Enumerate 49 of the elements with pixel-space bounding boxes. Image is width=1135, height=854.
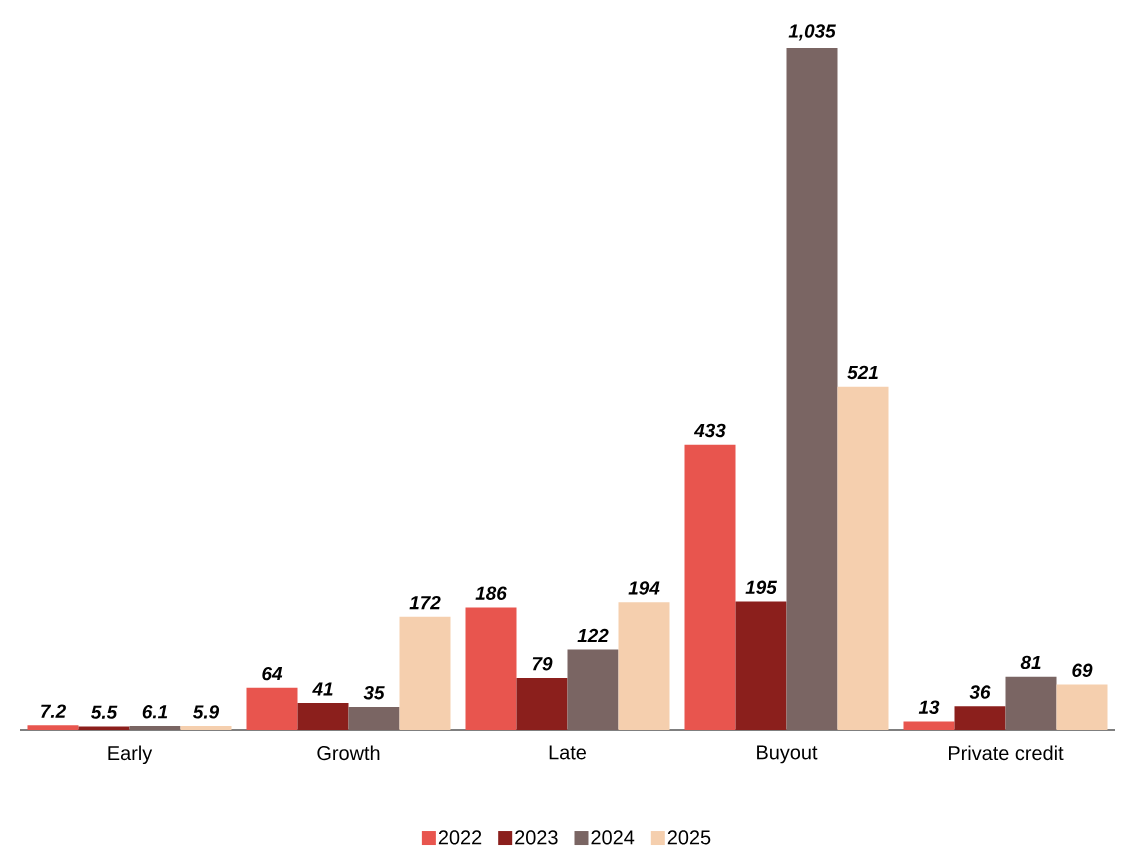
legend-label: 2025 — [667, 830, 711, 845]
x-tick-label: Buyout — [757, 745, 818, 764]
x-tick-label: Early — [108, 745, 153, 765]
bar — [735, 601, 787, 730]
bar — [129, 725, 181, 730]
data-label: 5.5 — [91, 705, 118, 719]
bar — [1005, 676, 1057, 730]
data-label: 69 — [1072, 663, 1093, 678]
data-label: 5.9 — [193, 705, 220, 719]
data-label: 6.1 — [142, 705, 168, 719]
bar — [903, 721, 955, 730]
data-label: 1,035 — [788, 24, 836, 41]
data-label: 13 — [918, 700, 940, 714]
data-label: 81 — [1020, 655, 1041, 670]
bar — [954, 706, 1006, 730]
bar — [399, 616, 451, 730]
data-label: 41 — [312, 682, 333, 696]
bar — [516, 677, 568, 730]
bar — [1056, 684, 1108, 730]
data-label: 521 — [847, 365, 878, 380]
bar — [684, 444, 736, 730]
data-label: 7.2 — [41, 704, 66, 718]
data-label: 36 — [969, 685, 991, 699]
bar — [567, 649, 619, 730]
data-label: 64 — [262, 666, 283, 681]
bar — [246, 687, 298, 730]
data-label: 433 — [693, 423, 726, 438]
data-label: 35 — [363, 686, 385, 700]
data-label: 122 — [577, 628, 609, 643]
bar — [297, 702, 349, 730]
data-label: 172 — [409, 595, 441, 610]
data-label: 79 — [532, 657, 553, 671]
legend-label: 2024 — [591, 830, 635, 845]
x-tick-label: Growth — [317, 745, 380, 761]
data-label: 194 — [628, 581, 660, 595]
bar — [786, 47, 838, 730]
bar — [618, 602, 670, 730]
data-label: 195 — [745, 580, 778, 594]
legend-label: 2022 — [438, 830, 482, 845]
legend-label: 2023 — [515, 830, 558, 845]
bar — [180, 726, 232, 730]
bar — [837, 386, 889, 730]
bar — [27, 725, 79, 730]
bar — [465, 607, 517, 730]
x-tick-label: Private credit — [949, 745, 1064, 761]
x-tick-label: Late — [549, 745, 586, 760]
bar — [348, 706, 400, 730]
bar — [78, 726, 130, 730]
data-label: 186 — [475, 586, 507, 600]
